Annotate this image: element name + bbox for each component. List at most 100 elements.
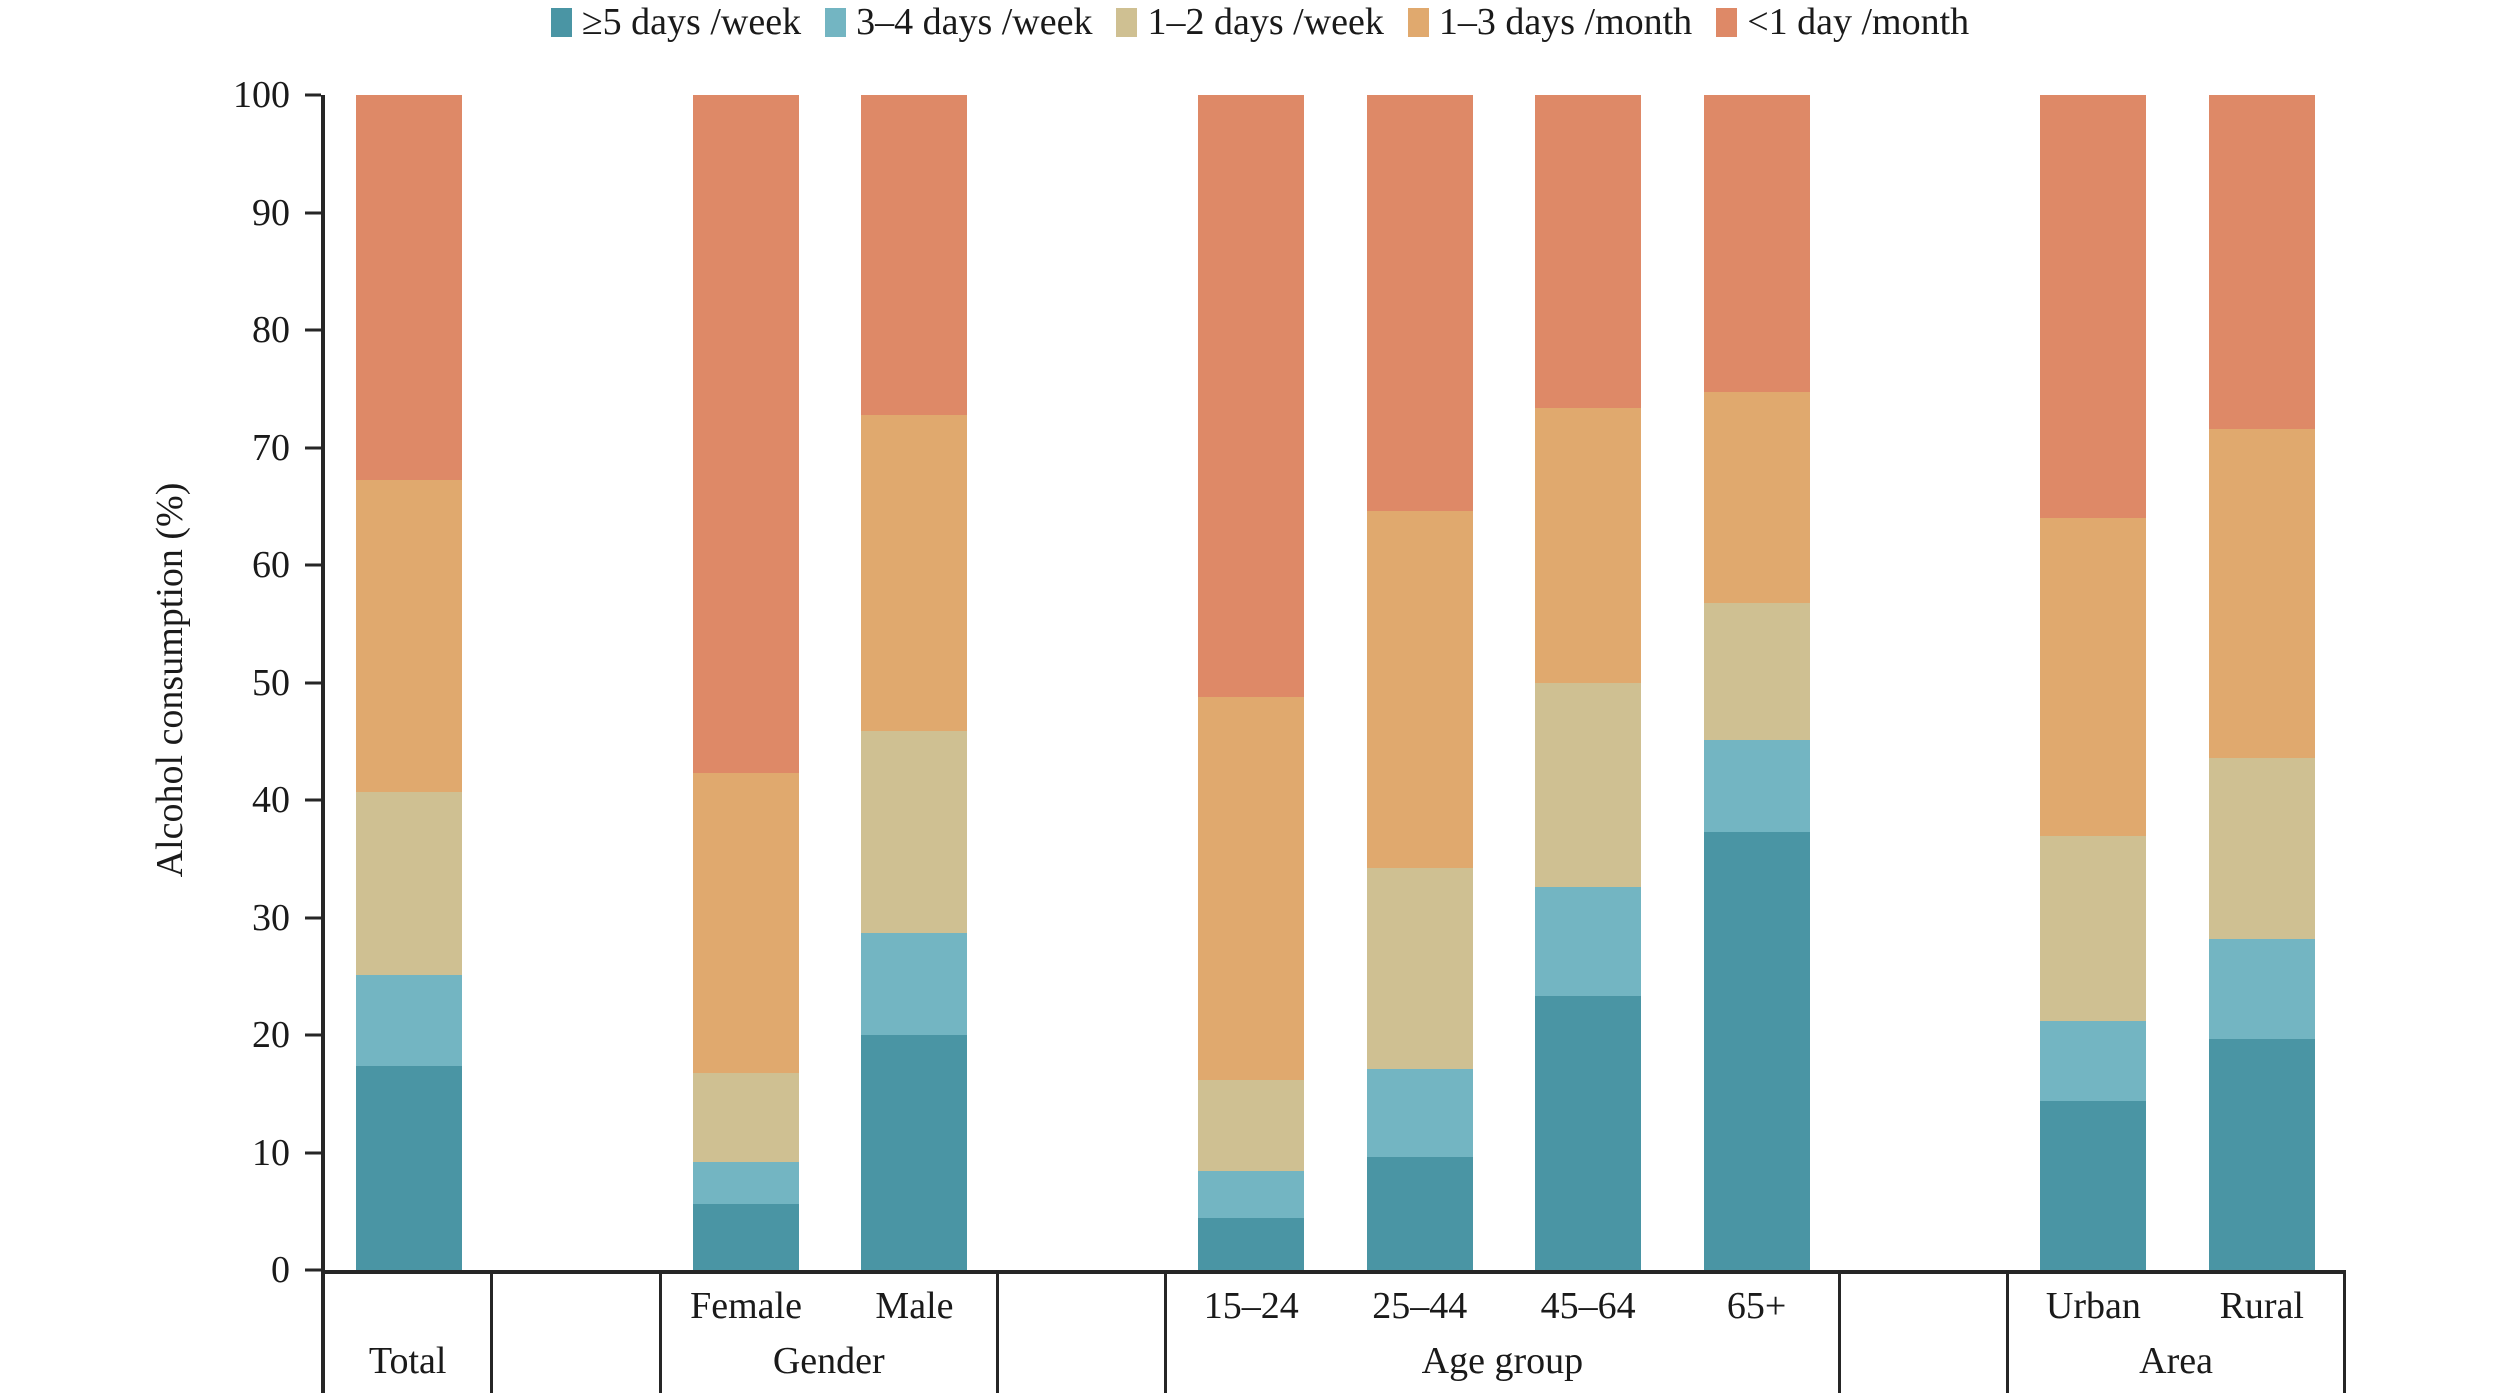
y-tick-label: 70 — [252, 426, 290, 469]
bar-segment-1-2-days-week — [1535, 682, 1642, 887]
y-axis-tick — [305, 1268, 321, 1272]
legend-item-1-day-month: <1 day /month — [1716, 1, 1970, 44]
y-axis-tick — [305, 211, 321, 214]
bar-urban — [2040, 95, 2147, 1270]
bar-segment-5-days-week — [356, 1065, 463, 1270]
bar-segment-3-4-days-week — [356, 975, 463, 1066]
y-tick-label: 60 — [252, 544, 290, 586]
x-gap-section — [1841, 1270, 2010, 1393]
legend-item-label: 1–3 days /month — [1438, 1, 1693, 43]
bar-segment-5-days-week — [693, 1204, 800, 1270]
bar-segment-1-3-days-month — [356, 480, 463, 792]
x-category-label: Male — [875, 1285, 954, 1327]
bar-segment-3-4-days-week — [693, 1161, 800, 1205]
bar-segment-1-3-days-month — [2208, 428, 2315, 758]
y-axis-line — [321, 95, 325, 1393]
x-axis-label-area: Total Gender Female Male Age group 15–24 25–44… — [325, 1270, 2346, 1393]
bar-segment-1-3-days-month — [1366, 510, 1473, 869]
y-tick-label: 90 — [252, 191, 290, 234]
bar-segment-1-day-month — [693, 95, 800, 773]
bar-segment-1-2-days-week — [2208, 757, 2315, 939]
bar-segment-1-2-days-week — [693, 1072, 800, 1162]
bar-segment-5-days-week — [2208, 1038, 2315, 1270]
legend-item-3-4-days-week: 3–4 days /week — [825, 1, 1093, 44]
y-axis-tick — [305, 93, 321, 97]
bar-segment-5-days-week — [1535, 996, 1642, 1270]
bar-segment-3-4-days-week — [1198, 1171, 1305, 1219]
x-group-label: Area — [2139, 1340, 2213, 1382]
bar-segment-1-day-month — [1535, 95, 1642, 408]
y-axis-tick — [305, 446, 321, 449]
bar-segment-1-day-month — [861, 95, 968, 415]
legend-item-1-2-days-week: 1–2 days /week — [1116, 1, 1384, 44]
bar-segment-1-3-days-month — [1535, 407, 1642, 683]
bar-segment-1-3-days-month — [1198, 696, 1305, 1080]
bar-segment-3-4-days-week — [1535, 886, 1642, 997]
y-axis-tick — [305, 1033, 321, 1037]
bar-segment-1-day-month — [2040, 95, 2147, 519]
plot-area: 0 10 20 30 40 50 60 70 80 90 100 — [233, 76, 2346, 1393]
y-tick-label: 30 — [252, 896, 290, 939]
bar-segment-5-days-week — [1366, 1157, 1473, 1270]
bar-segment-3-4-days-week — [2208, 938, 2315, 1039]
bar-segment-1-2-days-week — [356, 791, 463, 976]
x-category-label: Urban — [2045, 1285, 2141, 1327]
x-group-label: Gender — [772, 1340, 885, 1382]
legend-color-swatch — [1407, 8, 1429, 38]
legend-item-label: 3–4 days /week — [856, 1, 1093, 43]
y-tick-label: 80 — [252, 309, 290, 351]
bar-25-44 — [1366, 95, 1473, 1270]
bar-15-24 — [1198, 95, 1305, 1270]
legend-color-swatch — [1716, 8, 1738, 38]
bar-segment-1-day-month — [2208, 95, 2315, 429]
legend-item-label: ≥5 days /week — [581, 1, 802, 43]
y-tick-label: 100 — [233, 74, 290, 116]
x-group-section-area: Area — [2009, 1270, 2346, 1393]
x-group-label: Total — [368, 1340, 447, 1382]
x-category-label: Female — [690, 1285, 802, 1327]
bar-segment-3-4-days-week — [1366, 1069, 1473, 1158]
bar-segment-5-days-week — [1198, 1218, 1305, 1270]
x-group-section-gender: Gender — [662, 1270, 999, 1393]
x-category-label: 25–44 — [1372, 1285, 1468, 1327]
bar-segment-1-day-month — [1366, 95, 1473, 511]
bar-rural — [2208, 95, 2315, 1270]
y-axis-tick — [305, 798, 321, 802]
bar-65 — [1703, 95, 1810, 1270]
bar-total — [356, 95, 463, 1270]
y-tick-label: 20 — [252, 1014, 290, 1056]
bar-segment-1-day-month — [356, 95, 463, 481]
legend-color-swatch — [1116, 8, 1138, 38]
bar-segment-5-days-week — [1703, 831, 1810, 1270]
x-gap-section — [493, 1270, 662, 1393]
x-gap-section — [999, 1270, 1168, 1393]
bar-male — [861, 95, 968, 1270]
bar-segment-1-3-days-month — [693, 772, 800, 1073]
bar-segment-1-day-month — [1198, 95, 1305, 697]
legend-color-swatch — [825, 8, 847, 38]
bar-segment-3-4-days-week — [1703, 740, 1810, 832]
bar-segment-1-2-days-week — [1703, 602, 1810, 741]
y-tick-label: 40 — [252, 779, 290, 821]
legend-item-1-3-days-month: 1–3 days /month — [1407, 1, 1693, 44]
y-axis-tick — [305, 563, 321, 567]
y-tick-label: 0 — [271, 1249, 290, 1291]
y-tick-label: 50 — [252, 661, 290, 704]
legend-item-label: <1 day /month — [1747, 1, 1970, 43]
bar-segment-3-4-days-week — [2040, 1020, 2147, 1101]
bar-segment-1-2-days-week — [1366, 868, 1473, 1070]
bar-segment-3-4-days-week — [861, 932, 968, 1035]
x-category-label: 45–64 — [1540, 1285, 1636, 1327]
y-axis-tick — [305, 1151, 321, 1154]
legend-item-5-days-week: ≥5 days /week — [550, 1, 802, 44]
y-tick-label: 10 — [252, 1131, 290, 1174]
bar-female — [693, 95, 800, 1270]
x-group-section-age-group: Age group — [1167, 1270, 1841, 1393]
bar-segment-5-days-week — [861, 1035, 968, 1270]
x-group-label: Age group — [1421, 1340, 1584, 1382]
y-axis-tick — [305, 681, 321, 684]
legend-color-swatch — [550, 8, 572, 38]
bar-segment-1-2-days-week — [861, 730, 968, 933]
bar-segment-1-3-days-month — [861, 414, 968, 731]
